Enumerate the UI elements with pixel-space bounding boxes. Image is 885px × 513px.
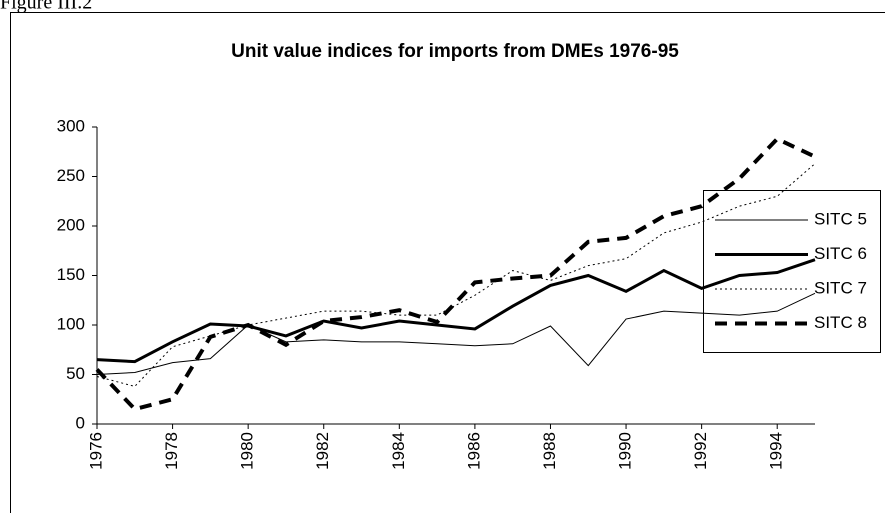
y-tick-label: 300 bbox=[57, 116, 85, 135]
y-tick-label: 0 bbox=[76, 413, 85, 432]
figure-label: Figure III.2 bbox=[0, 0, 92, 14]
x-tick-label: 1992 bbox=[691, 432, 710, 470]
x-tick-label: 1988 bbox=[540, 432, 559, 470]
chart-frame bbox=[10, 12, 885, 513]
y-tick-label: 150 bbox=[57, 265, 85, 284]
legend-box bbox=[703, 190, 881, 353]
legend-label: SITC 8 bbox=[814, 313, 867, 332]
series-line bbox=[96, 258, 816, 364]
y-tick-label: 50 bbox=[66, 364, 85, 383]
y-tick-label: 250 bbox=[57, 166, 85, 185]
x-tick-label: 1982 bbox=[313, 432, 332, 470]
y-tick-label: 200 bbox=[57, 215, 85, 234]
legend-label: SITC 5 bbox=[814, 209, 867, 228]
x-tick-label: 1980 bbox=[238, 432, 257, 470]
series-line bbox=[95, 136, 816, 412]
y-tick-label: 100 bbox=[57, 314, 85, 333]
x-tick-label: 1994 bbox=[767, 432, 786, 470]
x-tick-label: 1976 bbox=[86, 432, 105, 470]
legend-label: SITC 6 bbox=[814, 244, 867, 263]
chart-title: Unit value indices for imports from DMEs… bbox=[231, 41, 679, 62]
x-tick-label: 1978 bbox=[162, 432, 181, 470]
x-tick-label: 1990 bbox=[616, 432, 635, 470]
x-tick-label: 1986 bbox=[464, 432, 483, 470]
x-tick-label: 1984 bbox=[389, 432, 408, 470]
legend-label: SITC 7 bbox=[814, 278, 867, 297]
series-line bbox=[96, 292, 816, 375]
